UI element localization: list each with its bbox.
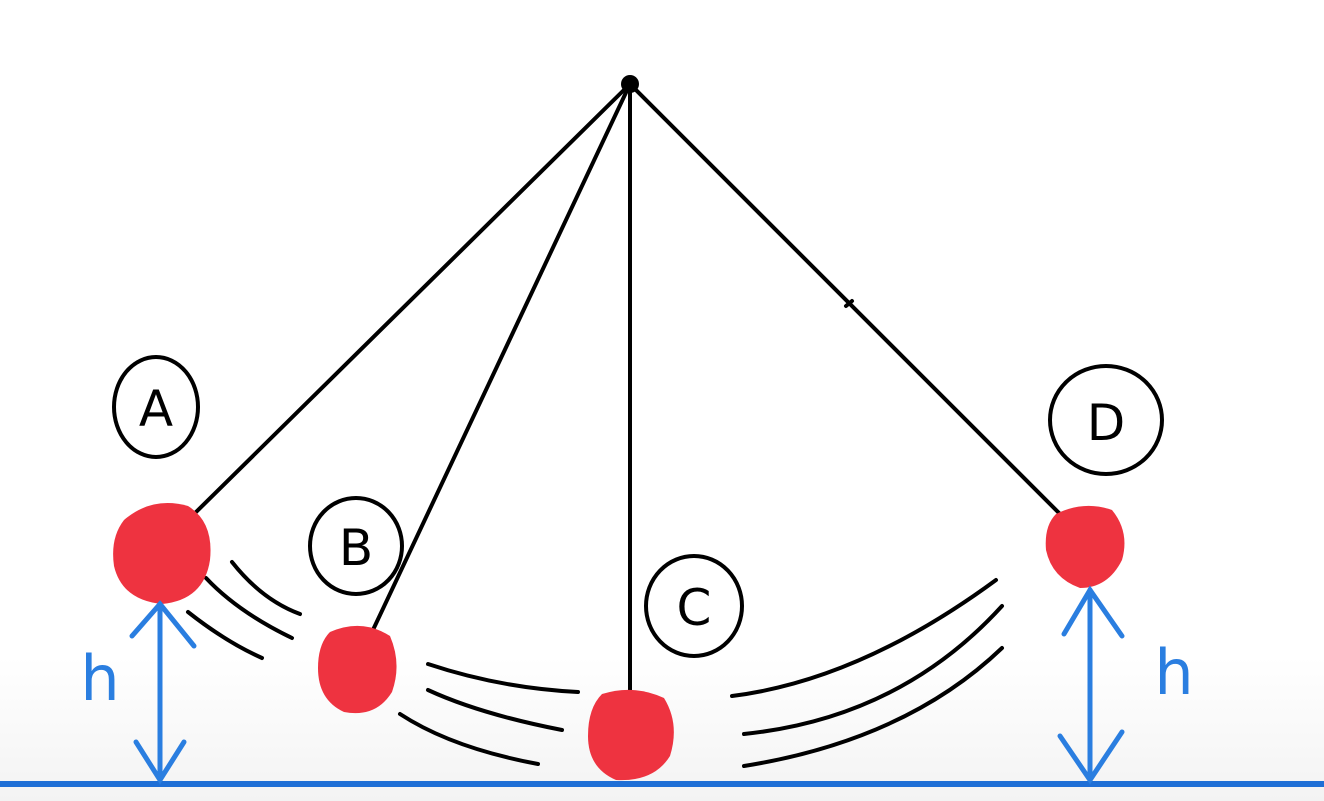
height-arrow-left	[129, 600, 197, 785]
motion-line-cd-3	[742, 646, 1004, 768]
bob-d	[1045, 505, 1125, 588]
string-d-tick	[844, 299, 854, 308]
bob-c	[588, 689, 674, 781]
motion-line-cd-2	[742, 604, 1004, 736]
height-arrow-right	[1057, 585, 1125, 785]
label-d: D	[1048, 364, 1164, 476]
height-arrow-right-head-up	[1061, 585, 1125, 639]
motion-line-bc-3	[398, 712, 540, 766]
motion-line-ab-2	[204, 576, 294, 640]
label-d-text: D	[1087, 394, 1126, 452]
label-c-text: C	[677, 579, 712, 637]
string-b	[370, 82, 632, 634]
label-c: C	[644, 554, 744, 658]
motion-line-ab-1	[230, 560, 302, 616]
label-b-text: B	[339, 519, 373, 577]
bob-a	[113, 503, 211, 604]
label-a-text: A	[139, 380, 173, 438]
pendulum-strings	[188, 82, 1064, 692]
label-c-circle	[644, 554, 744, 658]
height-label-right: h	[1154, 636, 1193, 709]
height-arrow-right-head-down	[1057, 729, 1125, 785]
label-a: A	[112, 355, 200, 459]
position-labels: A B C D	[112, 355, 1164, 658]
height-arrow-left-head-down	[133, 739, 187, 785]
motion-line-ab-3	[186, 610, 264, 660]
string-d	[628, 82, 1064, 518]
bob-b	[318, 625, 397, 714]
label-b: B	[308, 496, 404, 596]
motion-lines	[186, 560, 1004, 768]
motion-line-bc-1	[426, 662, 580, 694]
motion-line-cd-1	[730, 578, 998, 698]
height-arrow-left-head-up	[129, 600, 197, 649]
pendulum-bobs	[113, 503, 1125, 781]
height-label-left: h	[80, 642, 119, 715]
label-d-circle	[1048, 364, 1164, 476]
pivot-point	[621, 75, 639, 93]
label-a-circle	[112, 355, 200, 459]
motion-line-bc-2	[426, 688, 564, 732]
label-b-circle	[308, 496, 404, 596]
string-a	[188, 82, 632, 520]
